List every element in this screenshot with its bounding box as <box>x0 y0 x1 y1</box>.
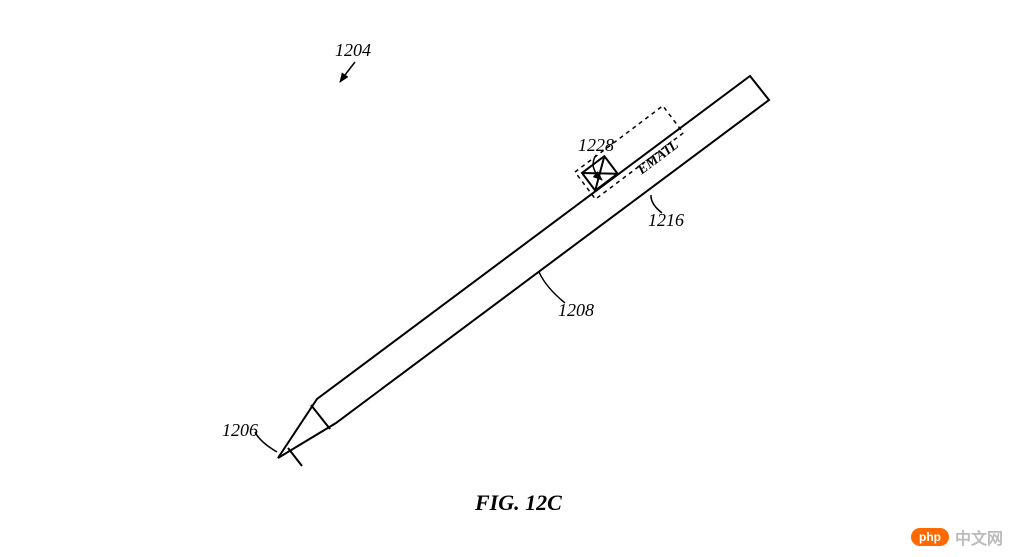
watermark-pill: php <box>911 528 949 546</box>
reference-label-1208: 1208 <box>558 300 594 321</box>
reference-label-1228: 1228 <box>578 135 614 156</box>
reference-label-1216: 1216 <box>648 210 684 231</box>
reference-label-1206: 1206 <box>222 420 258 441</box>
figure-canvas <box>0 0 1015 557</box>
patent-figure-svg <box>0 0 1015 557</box>
figure-caption: FIG. 12C <box>475 490 562 516</box>
watermark-text: 中文网 <box>955 525 1003 549</box>
reference-label-1204: 1204 <box>335 40 371 61</box>
watermark: php 中文网 <box>911 525 1003 549</box>
